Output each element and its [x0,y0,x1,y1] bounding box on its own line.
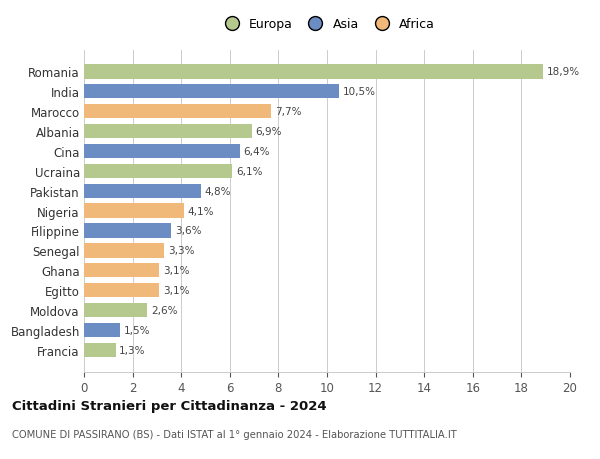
Text: 2,6%: 2,6% [151,305,178,315]
Bar [84,204,184,218]
Legend: Europa, Asia, Africa: Europa, Asia, Africa [219,18,435,31]
Bar [84,85,339,99]
Text: 3,1%: 3,1% [163,285,190,296]
Bar [84,323,121,337]
Bar [84,105,271,119]
Text: 7,7%: 7,7% [275,107,301,117]
Text: 1,3%: 1,3% [119,345,146,355]
Bar [84,283,160,297]
Text: 6,9%: 6,9% [256,127,282,137]
Text: 18,9%: 18,9% [547,67,580,77]
Text: 3,6%: 3,6% [175,226,202,236]
Bar [84,303,147,318]
Text: COMUNE DI PASSIRANO (BS) - Dati ISTAT al 1° gennaio 2024 - Elaborazione TUTTITAL: COMUNE DI PASSIRANO (BS) - Dati ISTAT al… [12,429,457,439]
Text: 1,5%: 1,5% [124,325,151,335]
Text: 10,5%: 10,5% [343,87,376,97]
Text: 6,1%: 6,1% [236,167,262,176]
Text: 3,3%: 3,3% [168,246,194,256]
Bar [84,145,239,159]
Bar [84,224,172,238]
Text: 6,4%: 6,4% [243,146,269,157]
Bar [84,244,164,258]
Bar [84,125,251,139]
Bar [84,164,232,179]
Bar [84,263,160,278]
Text: 3,1%: 3,1% [163,266,190,276]
Bar [84,343,116,357]
Text: 4,1%: 4,1% [187,206,214,216]
Bar [84,184,200,198]
Text: 4,8%: 4,8% [204,186,231,196]
Text: Cittadini Stranieri per Cittadinanza - 2024: Cittadini Stranieri per Cittadinanza - 2… [12,399,326,412]
Bar [84,65,543,79]
